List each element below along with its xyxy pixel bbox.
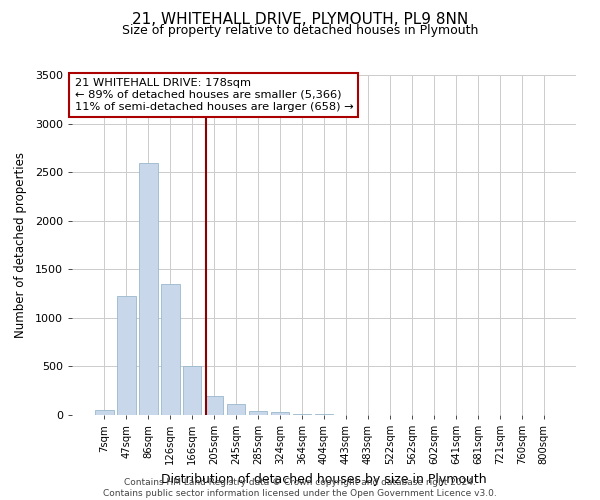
Bar [249,410,268,415]
Y-axis label: Number of detached properties: Number of detached properties [14,152,26,338]
Bar [139,164,158,415]
Bar [161,284,179,415]
Text: Size of property relative to detached houses in Plymouth: Size of property relative to detached ho… [122,24,478,37]
Bar [95,410,113,415]
Bar [117,296,136,415]
Bar [227,404,245,415]
Text: 21, WHITEHALL DRIVE, PLYMOUTH, PL9 8NN: 21, WHITEHALL DRIVE, PLYMOUTH, PL9 8NN [132,12,468,28]
Bar [314,414,334,415]
Bar [271,412,289,415]
Bar [293,414,311,415]
Text: 21 WHITEHALL DRIVE: 178sqm
← 89% of detached houses are smaller (5,366)
11% of s: 21 WHITEHALL DRIVE: 178sqm ← 89% of deta… [74,78,353,112]
Bar [183,366,202,415]
Text: Contains HM Land Registry data © Crown copyright and database right 2024.
Contai: Contains HM Land Registry data © Crown c… [103,478,497,498]
Bar [205,396,223,415]
X-axis label: Distribution of detached houses by size in Plymouth: Distribution of detached houses by size … [161,472,487,486]
